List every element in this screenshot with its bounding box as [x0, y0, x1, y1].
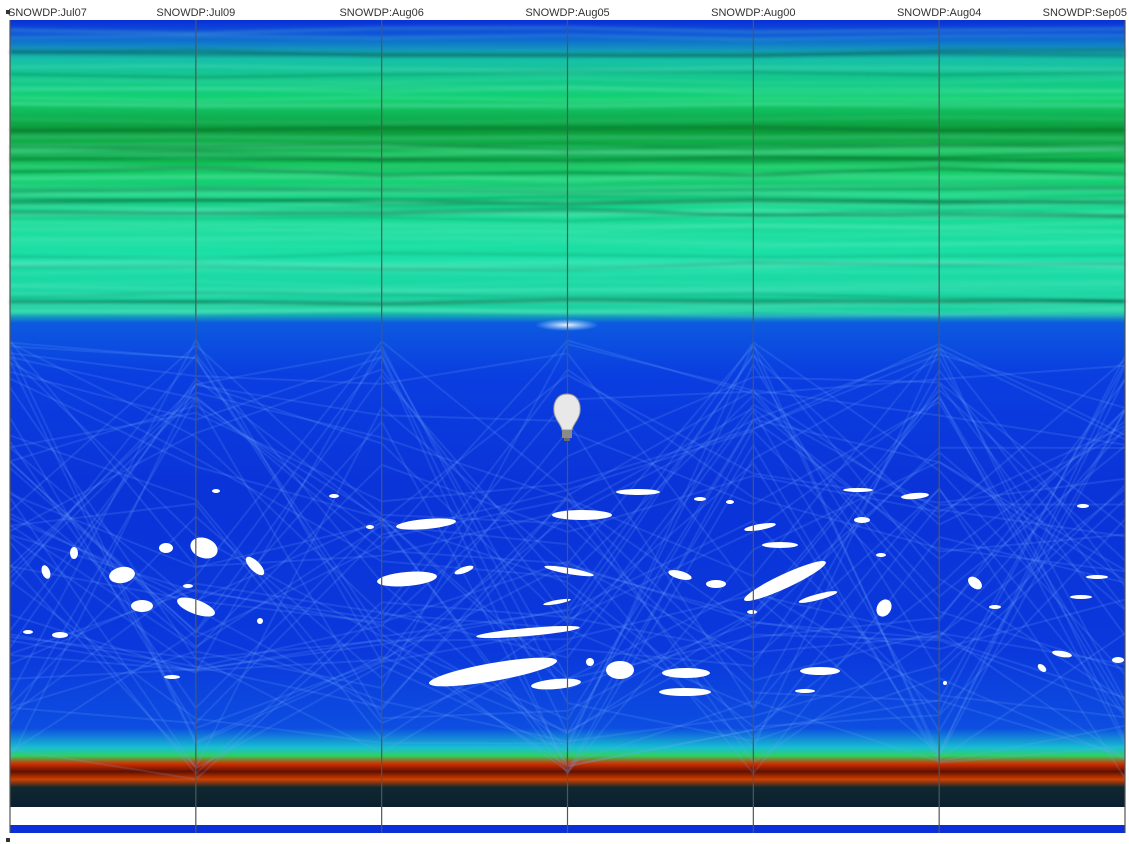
sparse-region-38	[854, 517, 870, 523]
sparse-region-54	[747, 610, 757, 614]
sparse-region-27	[668, 570, 692, 580]
sparse-region-42	[968, 576, 982, 590]
sparse-regions	[23, 488, 1124, 696]
sparse-region-0	[41, 565, 51, 579]
sparse-region-13	[396, 518, 456, 530]
sparse-region-45	[1086, 575, 1108, 579]
sparse-region-43	[989, 605, 1001, 609]
sparse-region-20	[476, 625, 580, 639]
sparse-region-44	[1077, 504, 1089, 508]
sparse-region-17	[616, 489, 660, 495]
sparse-region-36	[795, 689, 815, 693]
sparse-region-29	[694, 497, 706, 501]
sparse-region-47	[1052, 650, 1072, 658]
sparse-region-15	[454, 565, 474, 575]
axis-label-2[interactable]: SNOWDP:Aug06	[339, 7, 423, 19]
axis-label-3[interactable]: SNOWDP:Aug05	[525, 7, 609, 19]
sparse-region-53	[943, 681, 947, 685]
sparse-region-16	[552, 510, 612, 520]
sparse-region-19	[543, 598, 571, 606]
sparse-region-49	[1112, 657, 1124, 663]
sparse-region-52	[366, 525, 374, 529]
sparse-region-18	[544, 565, 594, 577]
sparse-region-28	[706, 580, 726, 588]
sparse-region-41	[901, 492, 929, 500]
axis-label-1[interactable]: SNOWDP:Jul09	[156, 7, 235, 19]
sparse-region-21	[428, 657, 558, 687]
sparse-region-4	[159, 543, 173, 553]
sparse-region-9	[23, 630, 33, 634]
sparse-region-7	[245, 556, 265, 576]
sparse-region-2	[109, 566, 135, 584]
lightbulb-icon[interactable]	[553, 393, 581, 441]
sparse-region-3	[131, 600, 153, 612]
bottom-left-mark	[6, 838, 10, 842]
sparse-region-37	[843, 488, 873, 492]
sparse-region-5	[190, 537, 218, 559]
sparse-region-30	[726, 500, 734, 504]
axis-label-4[interactable]: SNOWDP:Aug00	[711, 7, 795, 19]
sparse-region-23	[606, 661, 634, 679]
sparse-region-14	[377, 571, 437, 587]
sparse-region-51	[183, 584, 193, 588]
sparse-region-32	[762, 542, 798, 548]
sparse-region-11	[257, 618, 263, 624]
sparse-region-31	[744, 522, 776, 532]
sparse-region-33	[744, 560, 826, 602]
sparse-region-22	[531, 678, 581, 690]
axis-label-0[interactable]: SNOWDP:Jul07	[8, 7, 87, 19]
axis-label-6[interactable]: SNOWDP:Sep05	[1043, 7, 1127, 19]
sparse-region-25	[662, 668, 710, 678]
sparse-region-50	[212, 489, 220, 493]
sparse-region-12	[329, 494, 339, 498]
sparse-region-10	[164, 675, 180, 679]
sparse-region-46	[1070, 595, 1092, 599]
sparse-region-24	[586, 658, 594, 666]
sparse-region-8	[52, 632, 68, 638]
sparse-region-1	[70, 547, 78, 559]
sparse-region-35	[800, 667, 840, 675]
sparse-region-40	[876, 599, 892, 617]
top-left-mark	[6, 10, 10, 14]
sparse-region-26	[659, 688, 711, 696]
sparse-region-39	[876, 553, 886, 557]
sparse-region-48	[1037, 664, 1047, 672]
axis-labels-group: SNOWDP:Jul07 SNOWDP:Jul09 SNOWDP:Aug06 SNOW…	[8, 7, 1127, 19]
axis-label-5[interactable]: SNOWDP:Aug04	[897, 7, 981, 19]
sparse-region-34	[798, 591, 838, 603]
